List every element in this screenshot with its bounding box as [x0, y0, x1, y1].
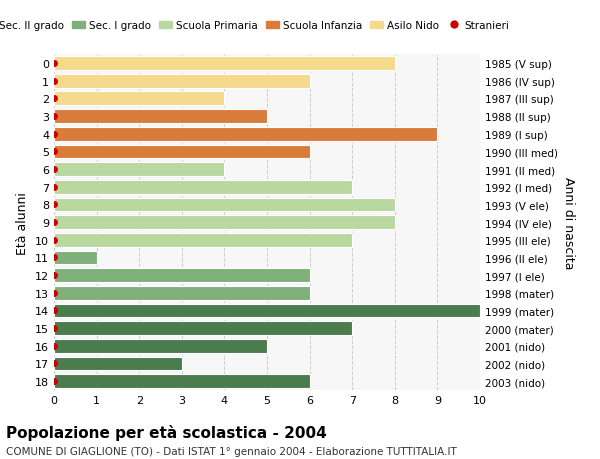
Y-axis label: Età alunni: Età alunni [16, 191, 29, 254]
Bar [54, 286, 310, 300]
Bar [54, 163, 224, 177]
Bar [54, 180, 352, 194]
Bar [54, 233, 352, 247]
Bar [54, 304, 480, 318]
Y-axis label: Anni di nascita: Anni di nascita [562, 176, 575, 269]
Bar [54, 357, 182, 370]
Bar [54, 375, 310, 388]
Bar [54, 216, 395, 230]
Text: COMUNE DI GIAGLIONE (TO) - Dati ISTAT 1° gennaio 2004 - Elaborazione TUTTITALIA.: COMUNE DI GIAGLIONE (TO) - Dati ISTAT 1°… [6, 446, 457, 456]
Bar [54, 251, 97, 265]
Bar [54, 75, 310, 89]
Bar [54, 269, 310, 282]
Bar [54, 145, 310, 159]
Bar [54, 92, 224, 106]
Bar [54, 128, 437, 141]
Bar [54, 198, 395, 212]
Bar [54, 339, 267, 353]
Text: Popolazione per età scolastica - 2004: Popolazione per età scolastica - 2004 [6, 425, 327, 441]
Bar [54, 322, 352, 336]
Bar [54, 110, 267, 123]
Bar [54, 57, 395, 71]
Legend: Sec. II grado, Sec. I grado, Scuola Primaria, Scuola Infanzia, Asilo Nido, Stran: Sec. II grado, Sec. I grado, Scuola Prim… [0, 17, 513, 35]
